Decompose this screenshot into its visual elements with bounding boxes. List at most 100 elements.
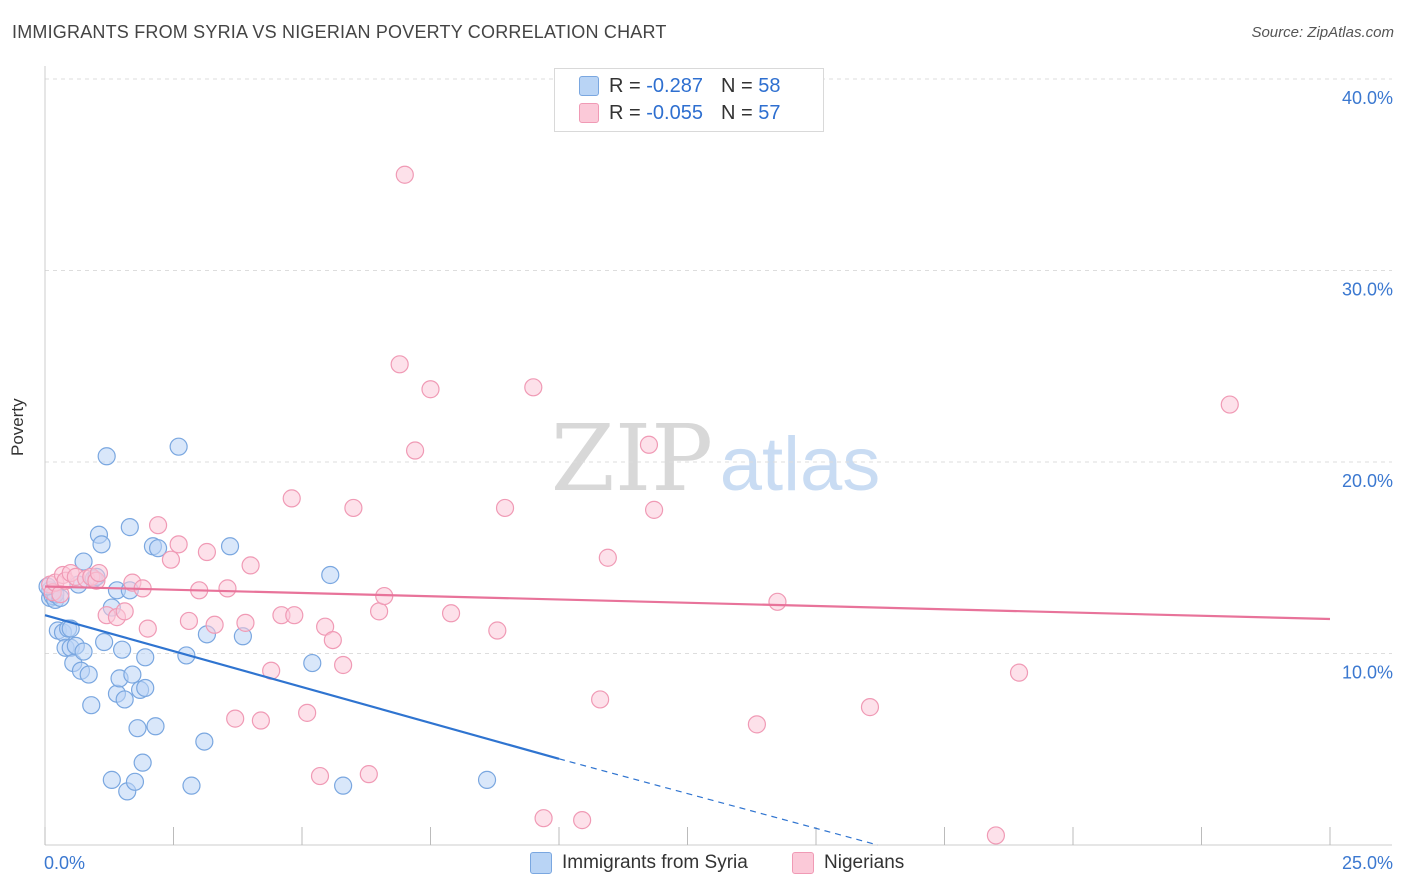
syria-point <box>97 447 116 466</box>
nigerian-point <box>1220 395 1239 414</box>
legend-n-label: N = <box>720 74 753 97</box>
legend-swatch-pink <box>579 103 599 123</box>
legend-row-nigerians: R = -0.055 N = 57 <box>579 100 780 126</box>
bottom-legend-label: Nigerians <box>824 852 905 873</box>
nigerian-point <box>395 165 414 184</box>
y-tick-label: 20.0% <box>1342 471 1393 491</box>
syria-point <box>146 717 165 736</box>
nigerian-point <box>298 703 317 722</box>
syria-point <box>92 535 111 554</box>
syria-trend-line <box>44 614 560 760</box>
legend-n-value: 57 <box>758 101 781 124</box>
nigerian-point <box>282 489 301 508</box>
legend-swatch-blue <box>579 76 599 96</box>
nigerian-point <box>768 592 787 611</box>
nigerian-point <box>161 550 181 569</box>
syria-point <box>112 640 132 659</box>
nigerian-point <box>488 621 507 640</box>
syria-point <box>303 653 322 673</box>
nigerian-trend-line <box>44 585 1331 621</box>
nigerian-point <box>370 602 389 621</box>
nigerian-point <box>495 498 515 518</box>
bottom-legend-label: Immigrants from Syria <box>562 852 748 873</box>
nigerian-point <box>236 613 255 632</box>
syria-point <box>74 552 93 571</box>
stats-legend: R = -0.287 N = 58 R = -0.055 N = 57 <box>554 68 824 132</box>
nigerian-point <box>534 809 553 828</box>
legend-r-label: R = <box>609 74 641 97</box>
nigerian-point <box>986 826 1006 845</box>
syria-point <box>169 437 188 456</box>
x-tick-label: 25.0% <box>1342 853 1393 873</box>
syria-point <box>136 648 155 667</box>
syria-point <box>79 665 98 684</box>
syria-point <box>102 770 121 789</box>
nigerian-point <box>197 542 217 562</box>
nigerian-point <box>639 435 659 454</box>
nigerian-point <box>644 500 664 519</box>
chart-title: IMMIGRANTS FROM SYRIA VS NIGERIAN POVERT… <box>12 22 667 42</box>
y-tick-label: 10.0% <box>1342 663 1393 683</box>
nigerian-point <box>405 441 425 460</box>
nigerian-point <box>344 498 363 518</box>
bottom-legend-syria: Immigrants from Syria <box>530 852 748 874</box>
nigerian-point <box>179 611 199 631</box>
legend-r-value: -0.287 <box>646 74 703 97</box>
y-tick-label: 40.0% <box>1342 88 1393 108</box>
nigerian-point <box>169 535 188 554</box>
legend-row-syria: R = -0.287 N = 58 <box>579 73 780 99</box>
syria-point <box>195 732 214 751</box>
syria-point <box>123 665 142 684</box>
syria-point <box>125 772 145 791</box>
nigerian-point <box>218 579 237 598</box>
bottom-legend-nigerians: Nigerians <box>792 852 904 874</box>
nigerian-point <box>323 630 342 650</box>
legend-n-value: 58 <box>758 74 781 97</box>
nigerian-point <box>205 615 224 634</box>
syria-point <box>220 537 240 556</box>
syria-point <box>82 696 101 715</box>
nigerian-point <box>285 606 304 625</box>
bottom-legend-swatch-pink <box>792 852 814 874</box>
syria-point <box>133 753 152 772</box>
nigerian-point <box>860 698 880 717</box>
nigerian-point <box>89 563 109 583</box>
watermark-zip: ZIP <box>551 405 713 512</box>
watermark-atlas: atlas <box>720 422 881 507</box>
syria-point <box>74 642 93 661</box>
nigerian-point <box>573 811 592 830</box>
syria-point <box>95 632 114 652</box>
nigerian-point <box>747 715 766 734</box>
nigerian-point <box>591 690 610 709</box>
syria-point <box>182 776 201 795</box>
legend-n-label: N = <box>720 101 753 124</box>
bottom-legend-swatch-blue <box>530 852 552 874</box>
syria-point <box>334 776 353 795</box>
nigerian-point <box>138 619 157 638</box>
nigerian-point <box>251 711 270 730</box>
nigerian-point <box>115 602 134 621</box>
legend-r-label: R = <box>609 101 641 124</box>
nigerian-point <box>421 380 440 399</box>
syria-point <box>477 770 497 789</box>
syria-point <box>115 690 134 709</box>
y-tick-label: 30.0% <box>1342 280 1393 300</box>
nigerian-point <box>359 765 378 784</box>
nigerian-point <box>441 604 461 623</box>
nigerian-point <box>1009 663 1029 682</box>
nigerian-point <box>316 617 335 636</box>
syria-point <box>128 719 147 738</box>
syria-point <box>321 565 340 585</box>
nigerian-point <box>226 709 245 728</box>
nigerian-point <box>241 556 260 575</box>
legend-r-value: -0.055 <box>646 101 703 124</box>
syria-trend-extension <box>558 758 878 846</box>
syria-point <box>136 678 155 698</box>
nigerian-point <box>310 766 330 786</box>
syria-point <box>148 539 168 558</box>
x-tick-label: 0.0% <box>44 853 85 873</box>
nigerian-point <box>524 378 543 397</box>
nigerian-point <box>148 516 168 535</box>
nigerian-point <box>334 655 353 675</box>
